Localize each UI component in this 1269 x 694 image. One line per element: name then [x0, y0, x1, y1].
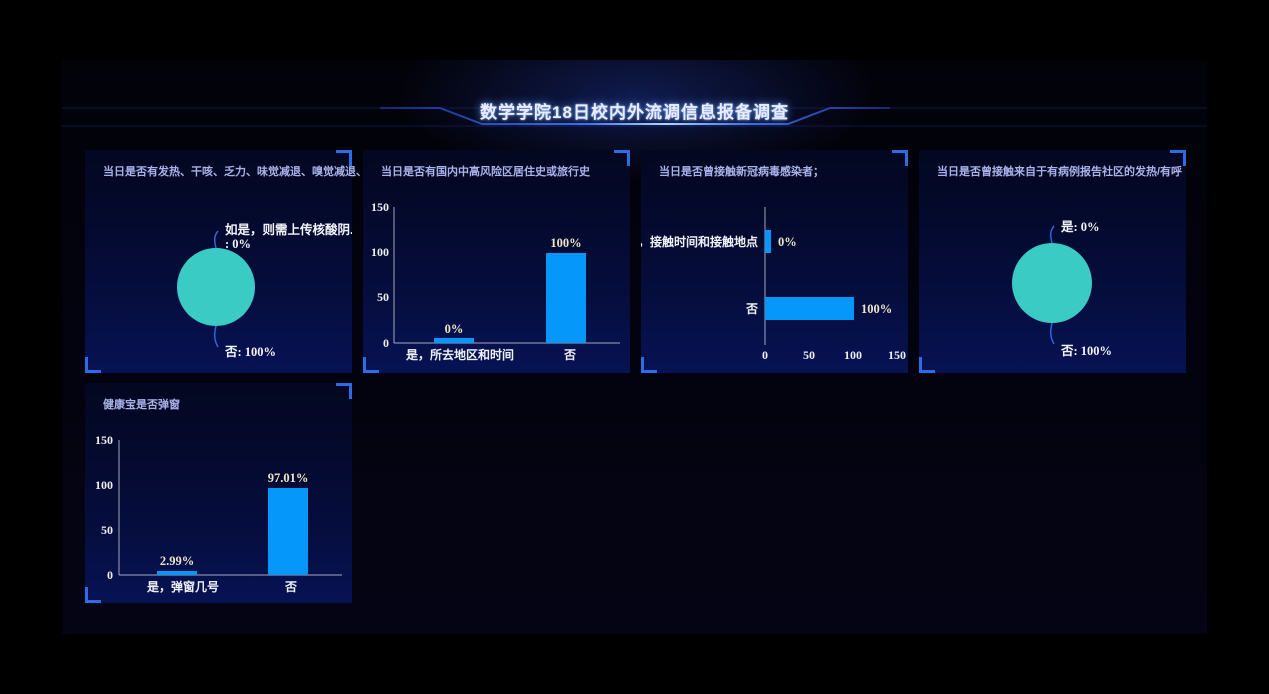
y-tick-label: 100	[95, 478, 113, 492]
y-tick-label: 0	[383, 336, 389, 350]
corner-bracket-icon	[85, 357, 101, 373]
category-label: 否	[745, 302, 758, 316]
corner-bracket-icon	[336, 150, 352, 166]
leader-line-bottom	[1049, 322, 1055, 345]
x-tick-label: 150	[888, 348, 906, 362]
x-tick-label: 0	[762, 348, 768, 362]
corner-bracket-icon	[892, 150, 908, 166]
community-contact-pie-chart: 是: 0% 否: 100%	[1012, 220, 1112, 358]
panel-title: 当日是否曾接触来自于有病例报告社区的发热/有呼	[937, 166, 1183, 178]
bar-no[interactable]	[765, 297, 854, 320]
bar-yes[interactable]	[434, 338, 474, 343]
category-label: 否	[563, 348, 576, 362]
corner-bracket-icon	[85, 587, 101, 603]
y-tick-label: 50	[377, 290, 389, 304]
pie-label-yes: 是: 0%	[1060, 220, 1100, 234]
pie-label-no: 否: 100%	[224, 345, 276, 359]
panel-symptoms: 当日是否有发热、干咳、乏力、味觉减退、嗅觉减退、 如是，则需上传核酸阴... :…	[85, 150, 367, 373]
corner-bracket-icon	[919, 357, 935, 373]
pie-slice-no[interactable]	[177, 248, 255, 326]
y-tick-label: 50	[101, 523, 113, 537]
contact-infected-hbar-chart: 0% 100% 是，接触时间和接触地点 否 0 50 100 150	[641, 207, 906, 362]
category-label: 是，弹窗几号	[146, 579, 219, 594]
corner-bracket-icon	[363, 357, 379, 373]
category-label: 是，所去地区和时间	[405, 347, 514, 362]
pie-label-no: 否: 100%	[1060, 344, 1112, 358]
risk-area-bar-chart: 150 100 50 0 0% 100% 是，所去地区和时间 否	[371, 200, 620, 362]
bar-yes[interactable]	[157, 571, 197, 575]
bar-value-label: 0%	[778, 235, 797, 249]
y-tick-label: 100	[371, 245, 389, 259]
header-decor	[62, 107, 1207, 127]
panel-title: 当日是否曾接触新冠病毒感染者；	[659, 166, 824, 178]
page-title: 数学学院18日校内外流调信息报备调查	[480, 103, 789, 123]
panel-health-kit-popup: 健康宝是否弹窗 150 100 50 0 2.99% 97.01% 是，弹窗几号…	[85, 383, 352, 603]
health-kit-bar-chart: 150 100 50 0 2.99% 97.01% 是，弹窗几号 否	[95, 433, 342, 594]
leader-line-bottom	[213, 325, 219, 348]
bar-yes[interactable]	[765, 230, 771, 253]
panel-community-contact: 当日是否曾接触来自于有病例报告社区的发热/有呼 是: 0% 否: 100%	[919, 150, 1186, 373]
bar-value-label: 0%	[445, 322, 464, 336]
pie-slice-no[interactable]	[1012, 243, 1092, 323]
panel-risk-area-history: 当日是否有国内中高风险区居住史或旅行史 150 100 50 0 0% 100%…	[363, 150, 630, 373]
x-tick-label: 50	[803, 348, 815, 362]
corner-bracket-icon	[614, 150, 630, 166]
corner-bracket-icon	[1170, 150, 1186, 166]
bar-value-label: 97.01%	[268, 471, 309, 485]
category-label: 否	[284, 580, 297, 594]
bar-no[interactable]	[268, 488, 308, 575]
pie-label-yes-line1: 如是，则需上传核酸阴...	[225, 222, 352, 237]
bar-value-label: 100%	[550, 236, 581, 250]
panel-title: 当日是否有国内中高风险区居住史或旅行史	[381, 166, 590, 178]
panel-title: 当日是否有发热、干咳、乏力、味觉减退、嗅觉减退、	[103, 166, 367, 178]
category-label: 是，接触时间和接触地点	[641, 234, 758, 249]
dashboard-screen: 数学学院18日校内外流调信息报备调查 当日是否有发热、干咳、乏力、味觉减退、嗅觉…	[62, 60, 1207, 634]
panel-title: 健康宝是否弹窗	[103, 399, 180, 411]
bar-value-label: 100%	[861, 302, 892, 316]
corner-bracket-icon	[336, 383, 352, 399]
symptoms-pie-chart: 如是，则需上传核酸阴... : 0% 否: 100%	[177, 222, 352, 359]
bar-no[interactable]	[546, 253, 586, 343]
panel-contact-infected: 当日是否曾接触新冠病毒感染者； 0% 100% 是，接触时间和接触地点 否 0 …	[641, 150, 908, 373]
y-tick-label: 0	[107, 568, 113, 582]
bar-value-label: 2.99%	[160, 554, 194, 568]
corner-bracket-icon	[641, 357, 657, 373]
leader-line-top	[213, 230, 219, 249]
y-tick-label: 150	[371, 200, 389, 214]
pie-label-yes-line2: : 0%	[225, 237, 251, 251]
x-tick-label: 100	[844, 348, 862, 362]
leader-line-top	[1049, 225, 1055, 244]
y-tick-label: 150	[95, 433, 113, 447]
